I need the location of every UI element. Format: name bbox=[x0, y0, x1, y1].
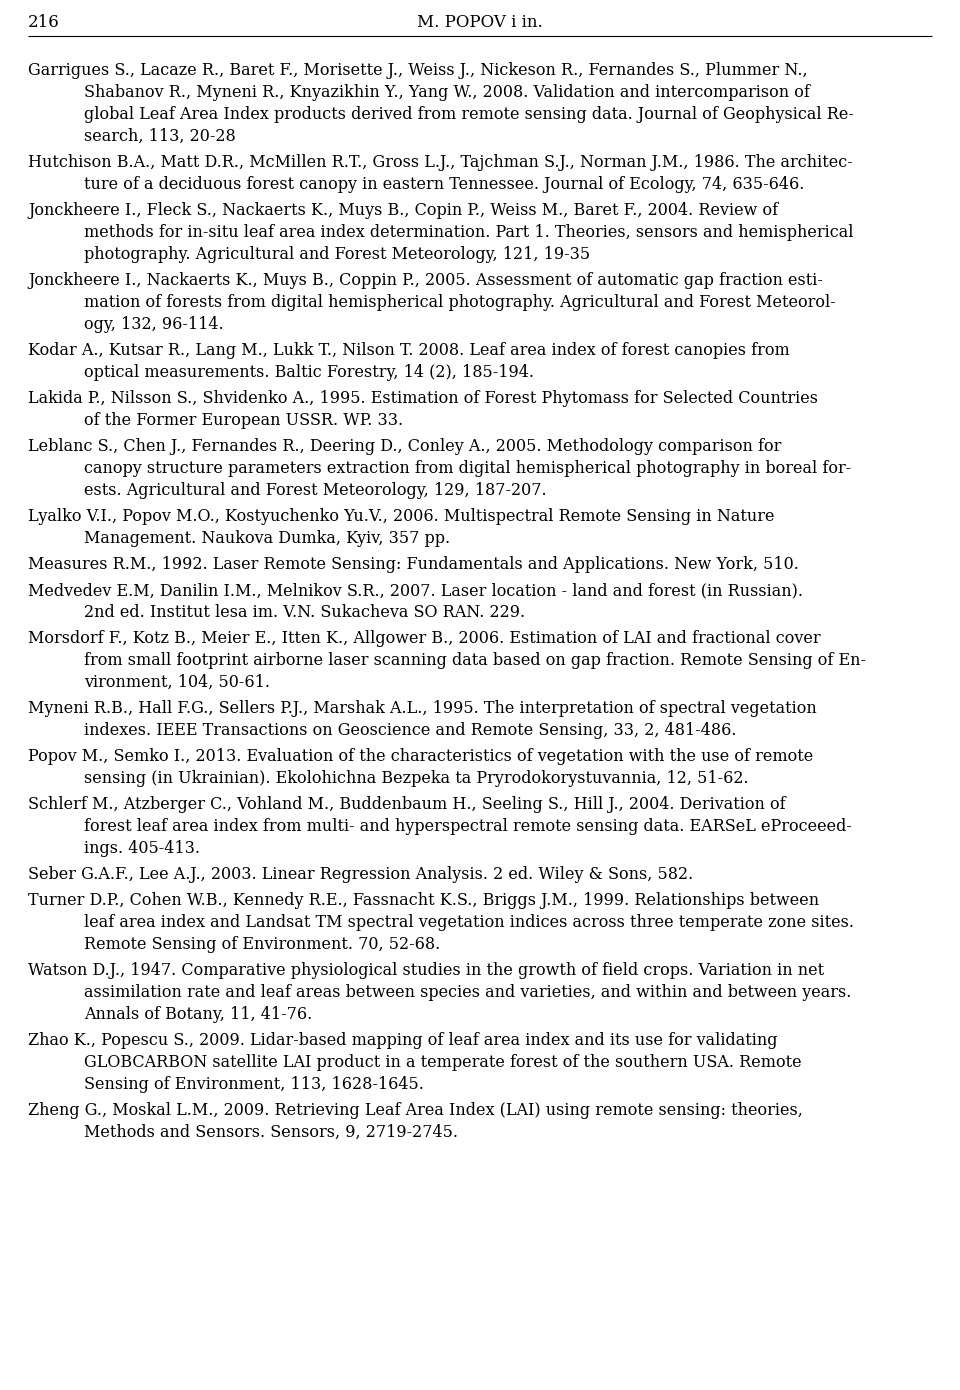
Text: Jonckheere I., Nackaerts K., Muys B., Coppin P., 2005. Assessment of automatic g: Jonckheere I., Nackaerts K., Muys B., Co… bbox=[28, 272, 823, 289]
Text: ings. 405-413.: ings. 405-413. bbox=[84, 840, 200, 858]
Text: Medvedev E.M, Danilin I.M., Melnikov S.R., 2007. Laser location - land and fores: Medvedev E.M, Danilin I.M., Melnikov S.R… bbox=[28, 582, 803, 599]
Text: Measures R.M., 1992. Laser Remote Sensing: Fundamentals and Applications. New Yo: Measures R.M., 1992. Laser Remote Sensin… bbox=[28, 556, 799, 573]
Text: Turner D.P., Cohen W.B., Kennedy R.E., Fassnacht K.S., Briggs J.M., 1999. Relati: Turner D.P., Cohen W.B., Kennedy R.E., F… bbox=[28, 892, 819, 909]
Text: photography. Agricultural and Forest Meteorology, 121, 19-35: photography. Agricultural and Forest Met… bbox=[84, 246, 590, 263]
Text: mation of forests from digital hemispherical photography. Agricultural and Fores: mation of forests from digital hemispher… bbox=[84, 295, 836, 311]
Text: ture of a deciduous forest canopy in eastern Tennessee. Journal of Ecology, 74, : ture of a deciduous forest canopy in eas… bbox=[84, 177, 804, 193]
Text: 216: 216 bbox=[28, 14, 60, 31]
Text: Management. Naukova Dumka, Kyiv, 357 pp.: Management. Naukova Dumka, Kyiv, 357 pp. bbox=[84, 530, 450, 548]
Text: Hutchison B.A., Matt D.R., McMillen R.T., Gross L.J., Tajchman S.J., Norman J.M.: Hutchison B.A., Matt D.R., McMillen R.T.… bbox=[28, 154, 852, 171]
Text: canopy structure parameters extraction from digital hemispherical photography in: canopy structure parameters extraction f… bbox=[84, 460, 852, 477]
Text: Watson D.J., 1947. Comparative physiological studies in the growth of field crop: Watson D.J., 1947. Comparative physiolog… bbox=[28, 962, 824, 979]
Text: 2nd ed. Institut lesa im. V.N. Sukacheva SO RAN. 229.: 2nd ed. Institut lesa im. V.N. Sukacheva… bbox=[84, 605, 525, 621]
Text: Garrigues S., Lacaze R., Baret F., Morisette J., Weiss J., Nickeson R., Fernande: Garrigues S., Lacaze R., Baret F., Moris… bbox=[28, 63, 807, 79]
Text: forest leaf area index from multi- and hyperspectral remote sensing data. EARSeL: forest leaf area index from multi- and h… bbox=[84, 817, 852, 835]
Text: Methods and Sensors. Sensors, 9, 2719-2745.: Methods and Sensors. Sensors, 9, 2719-27… bbox=[84, 1125, 458, 1141]
Text: of the Former European USSR. WP. 33.: of the Former European USSR. WP. 33. bbox=[84, 411, 403, 430]
Text: vironment, 104, 50-61.: vironment, 104, 50-61. bbox=[84, 674, 270, 691]
Text: Remote Sensing of Environment. 70, 52-68.: Remote Sensing of Environment. 70, 52-68… bbox=[84, 935, 441, 954]
Text: Zheng G., Moskal L.M., 2009. Retrieving Leaf Area Index (LAI) using remote sensi: Zheng G., Moskal L.M., 2009. Retrieving … bbox=[28, 1102, 803, 1119]
Text: Myneni R.B., Hall F.G., Sellers P.J., Marshak A.L., 1995. The interpretation of : Myneni R.B., Hall F.G., Sellers P.J., Ma… bbox=[28, 701, 817, 717]
Text: optical measurements. Baltic Forestry, 14 (2), 185-194.: optical measurements. Baltic Forestry, 1… bbox=[84, 364, 534, 381]
Text: Seber G.A.F., Lee A.J., 2003. Linear Regression Analysis. 2 ed. Wiley & Sons, 58: Seber G.A.F., Lee A.J., 2003. Linear Reg… bbox=[28, 866, 693, 883]
Text: from small footprint airborne laser scanning data based on gap fraction. Remote : from small footprint airborne laser scan… bbox=[84, 652, 866, 669]
Text: assimilation rate and leaf areas between species and varieties, and within and b: assimilation rate and leaf areas between… bbox=[84, 984, 852, 1001]
Text: Zhao K., Popescu S., 2009. Lidar-based mapping of leaf area index and its use fo: Zhao K., Popescu S., 2009. Lidar-based m… bbox=[28, 1031, 778, 1049]
Text: Lakida P., Nilsson S., Shvidenko A., 1995. Estimation of Forest Phytomass for Se: Lakida P., Nilsson S., Shvidenko A., 199… bbox=[28, 391, 818, 407]
Text: Jonckheere I., Fleck S., Nackaerts K., Muys B., Copin P., Weiss M., Baret F., 20: Jonckheere I., Fleck S., Nackaerts K., M… bbox=[28, 202, 779, 220]
Text: Morsdorf F., Kotz B., Meier E., Itten K., Allgower B., 2006. Estimation of LAI a: Morsdorf F., Kotz B., Meier E., Itten K.… bbox=[28, 630, 821, 646]
Text: Shabanov R., Myneni R., Knyazikhin Y., Yang W., 2008. Validation and intercompar: Shabanov R., Myneni R., Knyazikhin Y., Y… bbox=[84, 83, 810, 101]
Text: Popov M., Semko I., 2013. Evaluation of the characteristics of vegetation with t: Popov M., Semko I., 2013. Evaluation of … bbox=[28, 748, 813, 765]
Text: GLOBCARBON satellite LAI product in a temperate forest of the southern USA. Remo: GLOBCARBON satellite LAI product in a te… bbox=[84, 1054, 802, 1072]
Text: ogy, 132, 96-114.: ogy, 132, 96-114. bbox=[84, 316, 224, 334]
Text: sensing (in Ukrainian). Ekolohichna Bezpeka ta Pryrodokorystuvannia, 12, 51-62.: sensing (in Ukrainian). Ekolohichna Bezp… bbox=[84, 770, 749, 787]
Text: leaf area index and Landsat TM spectral vegetation indices across three temperat: leaf area index and Landsat TM spectral … bbox=[84, 915, 854, 931]
Text: indexes. IEEE Transactions on Geoscience and Remote Sensing, 33, 2, 481-486.: indexes. IEEE Transactions on Geoscience… bbox=[84, 721, 736, 739]
Text: Leblanc S., Chen J., Fernandes R., Deering D., Conley A., 2005. Methodology comp: Leblanc S., Chen J., Fernandes R., Deeri… bbox=[28, 438, 781, 455]
Text: M. POPOV i in.: M. POPOV i in. bbox=[418, 14, 542, 31]
Text: Kodar A., Kutsar R., Lang M., Lukk T., Nilson T. 2008. Leaf area index of forest: Kodar A., Kutsar R., Lang M., Lukk T., N… bbox=[28, 342, 790, 359]
Text: ests. Agricultural and Forest Meteorology, 129, 187-207.: ests. Agricultural and Forest Meteorolog… bbox=[84, 482, 546, 499]
Text: methods for in-situ leaf area index determination. Part 1. Theories, sensors and: methods for in-situ leaf area index dete… bbox=[84, 224, 853, 240]
Text: Annals of Botany, 11, 41-76.: Annals of Botany, 11, 41-76. bbox=[84, 1006, 312, 1023]
Text: Sensing of Environment, 113, 1628-1645.: Sensing of Environment, 113, 1628-1645. bbox=[84, 1076, 424, 1093]
Text: Lyalko V.I., Popov M.O., Kostyuchenko Yu.V., 2006. Multispectral Remote Sensing : Lyalko V.I., Popov M.O., Kostyuchenko Yu… bbox=[28, 507, 775, 525]
Text: Schlerf M., Atzberger C., Vohland M., Buddenbaum H., Seeling S., Hill J., 2004. : Schlerf M., Atzberger C., Vohland M., Bu… bbox=[28, 796, 785, 813]
Text: search, 113, 20-28: search, 113, 20-28 bbox=[84, 128, 236, 145]
Text: global Leaf Area Index products derived from remote sensing data. Journal of Geo: global Leaf Area Index products derived … bbox=[84, 106, 853, 122]
